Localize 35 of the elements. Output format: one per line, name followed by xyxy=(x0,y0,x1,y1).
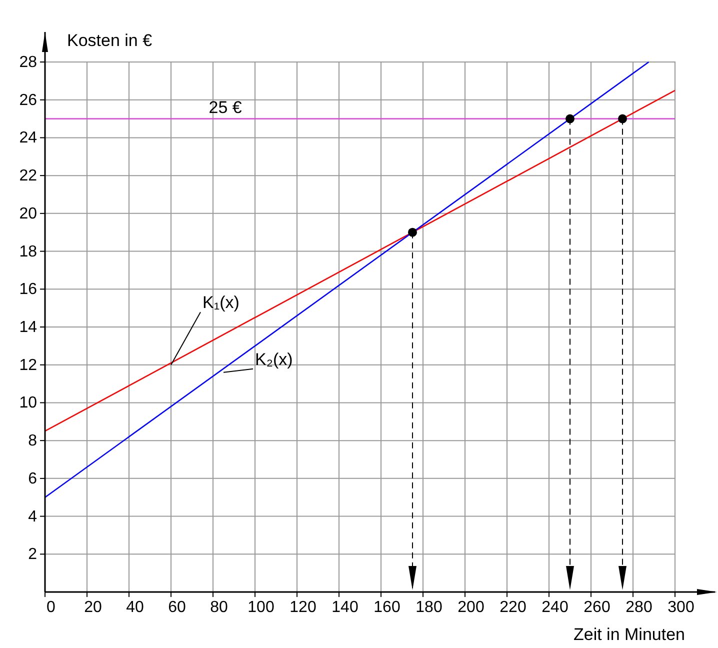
ref-line-label: 25 € xyxy=(208,98,242,117)
x-tick-label: 160 xyxy=(374,599,400,616)
y-tick-label: 24 xyxy=(19,130,38,147)
x-tick-label: 200 xyxy=(458,599,484,616)
y-tick-label: 14 xyxy=(19,319,38,336)
x-tick-label: 300 xyxy=(668,599,694,616)
series-label: K₂(x) xyxy=(255,350,293,369)
x-tick-label: 240 xyxy=(542,599,568,616)
x-tick-label: 180 xyxy=(416,599,442,616)
y-tick-label: 28 xyxy=(19,54,38,71)
x-tick-label: 140 xyxy=(332,599,358,616)
x-tick-label: 40 xyxy=(126,599,144,616)
y-tick-label: 8 xyxy=(28,432,38,450)
x-tick-label: 220 xyxy=(500,599,526,616)
y-tick-label: 12 xyxy=(19,356,38,374)
series-label: K₁(x) xyxy=(202,293,240,312)
x-tick-label: 0 xyxy=(46,599,56,616)
x-tick-label: 60 xyxy=(168,599,186,616)
y-tick-label: 22 xyxy=(19,168,38,185)
y-tick-label: 18 xyxy=(19,243,38,260)
x-tick-label: 20 xyxy=(84,599,102,616)
y-tick-label: 10 xyxy=(19,394,38,412)
y-axis-title: Kosten in € xyxy=(67,31,153,50)
x-tick-label: 120 xyxy=(290,599,316,616)
y-tick-label: 4 xyxy=(28,508,38,526)
x-tick-label: 280 xyxy=(626,599,652,616)
y-tick-label: 6 xyxy=(28,470,38,488)
y-tick-label: 26 xyxy=(19,92,38,109)
y-tick-label: 20 xyxy=(19,205,38,222)
y-tick-label: 16 xyxy=(19,281,38,298)
x-tick-label: 80 xyxy=(210,599,228,616)
x-tick-label: 260 xyxy=(584,599,610,616)
y-tick-label: 2 xyxy=(28,546,38,564)
x-tick-label: 100 xyxy=(248,599,274,616)
x-axis-title: Zeit in Minuten xyxy=(574,625,685,644)
